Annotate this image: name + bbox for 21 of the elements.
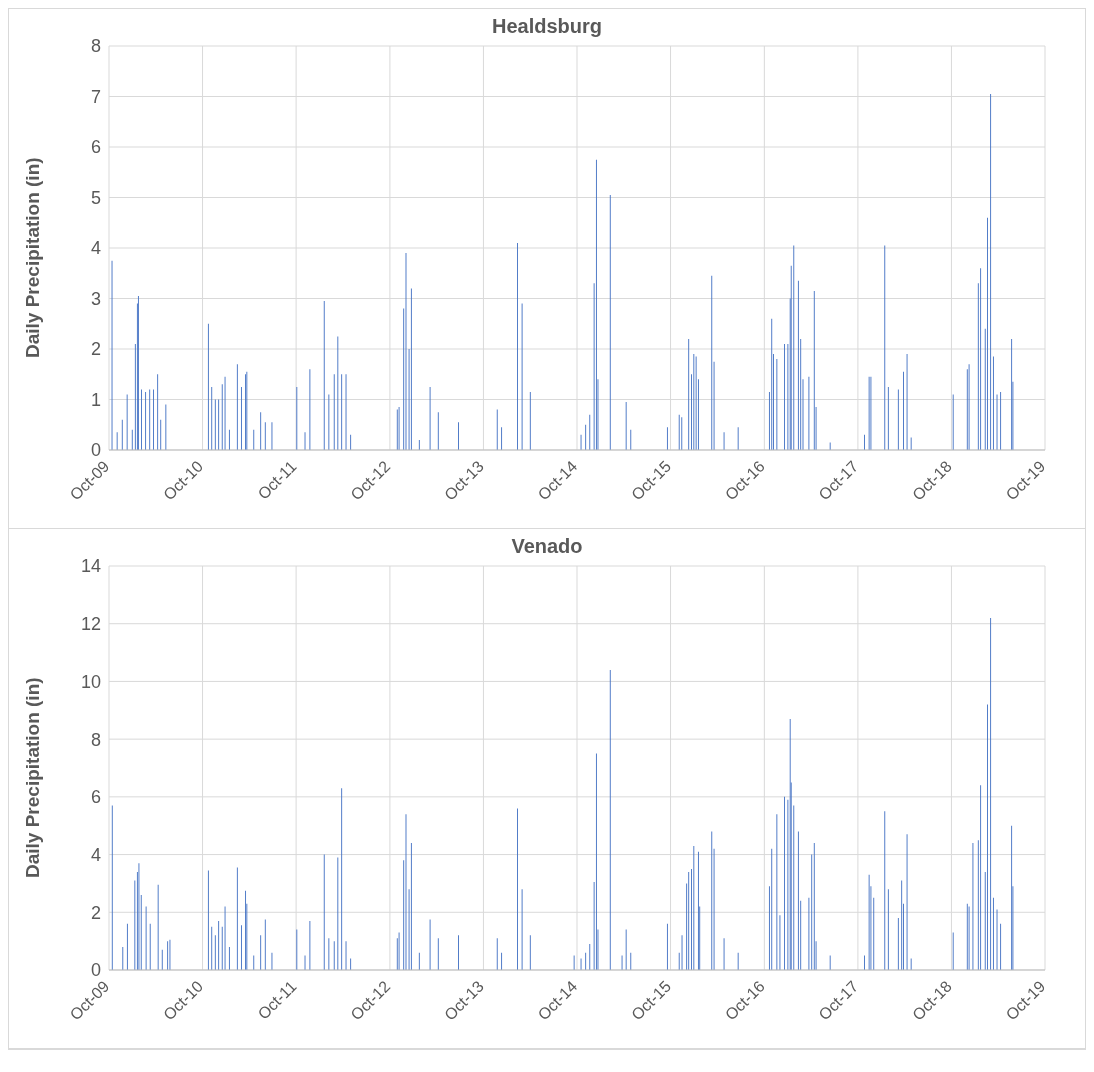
y-tick-label: 6 [90,137,101,158]
y-tick-label: 12 [80,614,101,635]
y-tick-label: 7 [90,86,101,107]
y-tick-label: 1 [90,389,101,410]
y-tick-label: 4 [90,238,101,259]
y-tick-label: 4 [90,844,101,865]
y-tick-label: 2 [90,902,101,923]
y-tick-label: 8 [90,36,101,57]
chart-title: Healdsburg [491,15,603,38]
y-axis-title: Daily Precipitation (in) [21,157,43,358]
y-tick-label: 8 [90,729,101,750]
y-tick-label: 6 [90,787,101,808]
chart-title: Venado [510,535,584,558]
y-tick-label: 0 [90,960,101,981]
y-tick-label: 3 [90,288,101,309]
y-tick-label: 2 [90,339,101,360]
y-tick-label: 14 [80,556,101,577]
y-tick-label: 5 [90,187,101,208]
y-tick-label: 10 [80,671,101,692]
y-axis-title: Daily Precipitation (in) [21,677,43,878]
y-tick-label: 0 [90,440,101,461]
